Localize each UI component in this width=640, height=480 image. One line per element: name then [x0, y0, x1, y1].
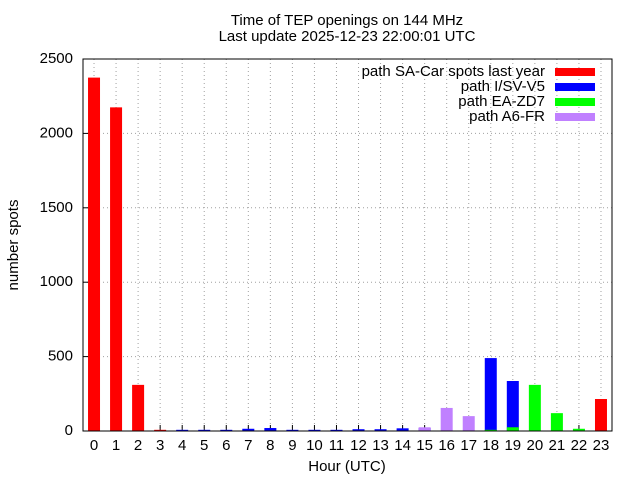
bar [418, 427, 431, 431]
bar [110, 107, 123, 432]
y-tick-label: 1000 [40, 273, 73, 290]
bar [242, 428, 255, 431]
legend-label: path SA-Car spots last year [362, 63, 545, 80]
x-axis-label: Hour (UTC) [308, 458, 386, 475]
bar [220, 429, 233, 431]
bar [506, 381, 519, 431]
bar [374, 429, 387, 431]
x-tick-label: 7 [244, 437, 252, 454]
bar [440, 407, 453, 431]
x-tick-label: 4 [178, 437, 186, 454]
x-tick-label: 6 [222, 437, 230, 454]
y-tick-label: 0 [65, 422, 73, 439]
x-tick-label: 21 [549, 437, 566, 454]
bar [330, 429, 343, 431]
x-tick-label: 23 [593, 437, 610, 454]
bar [506, 427, 519, 431]
x-tick-label: 10 [306, 437, 323, 454]
bar [352, 429, 365, 431]
x-tick-label: 9 [288, 437, 296, 454]
x-tick-label: 20 [527, 437, 544, 454]
legend-swatch [555, 83, 595, 91]
bar [550, 413, 563, 431]
bar [132, 384, 145, 431]
plot-frame [82, 58, 613, 432]
bar [264, 428, 277, 431]
bar [286, 429, 299, 431]
y-axis-label: number spots [5, 200, 22, 291]
bar [528, 384, 541, 431]
bar [308, 429, 321, 431]
x-tick-label: 17 [460, 437, 477, 454]
x-tick-label: 5 [200, 437, 208, 454]
legend-label: path A6-FR [469, 108, 545, 125]
legend-swatch [555, 68, 595, 76]
x-tick-label: 19 [504, 437, 521, 454]
bar [176, 429, 189, 431]
bar [484, 429, 497, 431]
x-tick-label: 1 [112, 437, 120, 454]
x-tick-label: 16 [438, 437, 455, 454]
y-tick-label: 1500 [40, 199, 73, 216]
x-tick-label: 22 [571, 437, 588, 454]
bar [154, 429, 167, 431]
chart-title: Time of TEP openings on 144 MHz [231, 12, 463, 29]
x-tick-label: 8 [266, 437, 274, 454]
bar [572, 428, 585, 431]
chart-subtitle: Last update 2025-12-23 22:00:01 UTC [219, 28, 476, 45]
x-tick-label: 11 [329, 437, 345, 454]
y-tick-label: 500 [48, 348, 73, 365]
bar [594, 399, 607, 431]
y-tick-label: 2500 [40, 50, 73, 67]
x-tick-label: 18 [482, 437, 499, 454]
legend-swatch [555, 98, 595, 106]
x-tick-label: 2 [134, 437, 142, 454]
legend-label: path I/SV-V5 [461, 78, 545, 95]
bar [484, 358, 497, 431]
legend-swatch [555, 113, 595, 121]
x-tick-label: 14 [394, 437, 411, 454]
bar [198, 429, 211, 431]
legend-label: path EA-ZD7 [458, 93, 545, 110]
x-tick-label: 15 [416, 437, 433, 454]
x-tick-label: 13 [372, 437, 389, 454]
x-tick-label: 0 [90, 437, 98, 454]
bar [462, 416, 475, 431]
y-tick-label: 2000 [40, 124, 73, 141]
bar [88, 77, 101, 431]
x-tick-label: 3 [156, 437, 164, 454]
x-tick-label: 12 [350, 437, 367, 454]
bar [396, 428, 409, 431]
